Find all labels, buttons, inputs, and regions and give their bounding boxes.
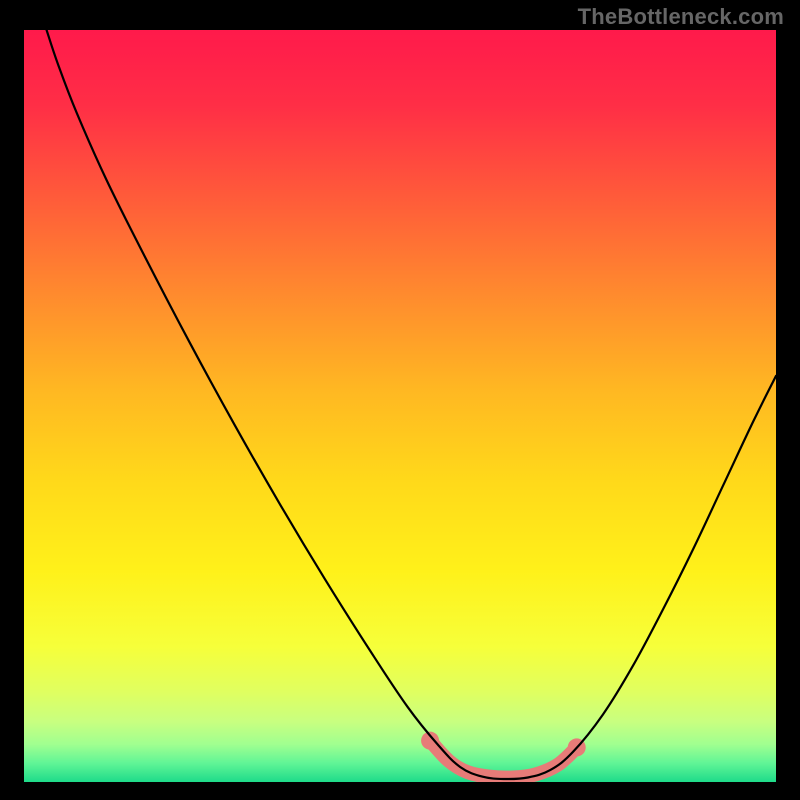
- watermark-label: TheBottleneck.com: [578, 4, 784, 30]
- gradient-background: [24, 30, 776, 782]
- bottleneck-curve-chart: [24, 30, 776, 782]
- chart-plot-area: [24, 30, 776, 782]
- chart-outer-frame: TheBottleneck.com: [0, 0, 800, 800]
